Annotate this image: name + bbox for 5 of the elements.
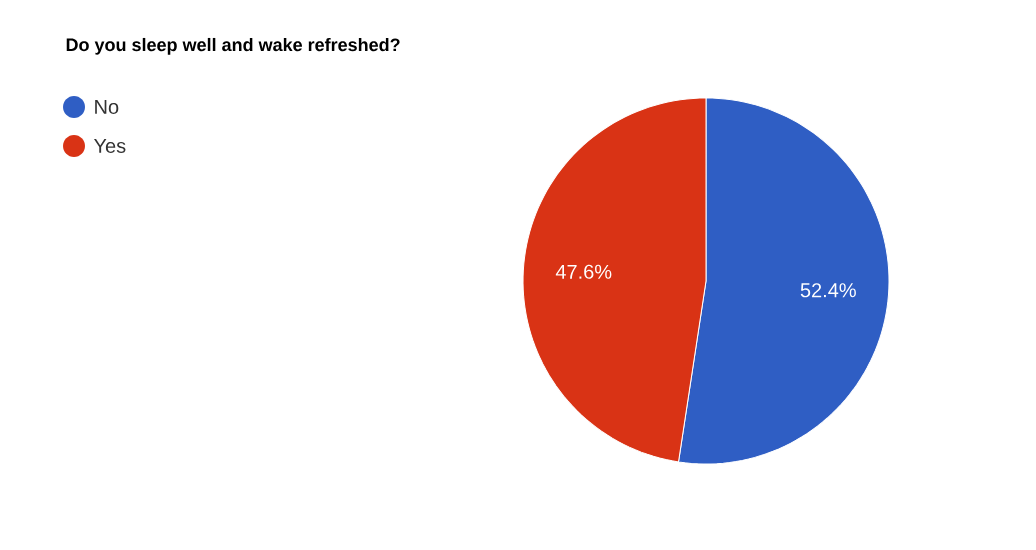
data-label: 52.4% — [800, 283, 856, 298]
legend-label: Yes — [93, 139, 126, 153]
data-label: 47.6% — [555, 264, 612, 279]
legend-label: No — [95, 100, 119, 114]
chart-title: Do you sleep well and wake refreshed? — [66, 37, 400, 55]
